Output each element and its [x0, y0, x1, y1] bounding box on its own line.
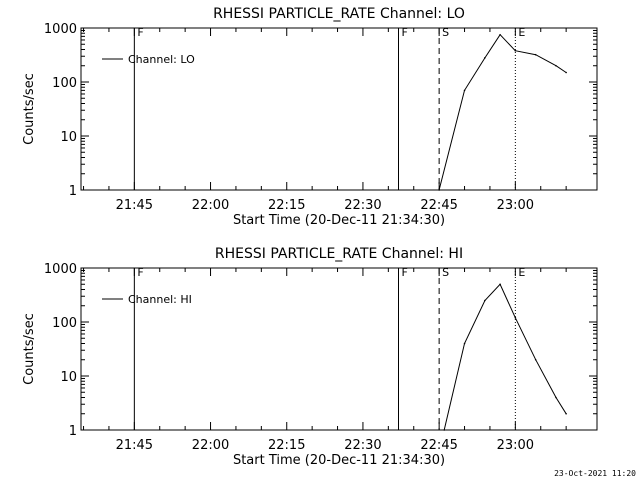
legend-label: Channel: LO	[128, 53, 195, 66]
data-point	[514, 49, 517, 52]
x-tick-label: 23:00	[497, 438, 534, 453]
y-tick-label: 1	[69, 184, 77, 199]
x-tick-label: 22:00	[192, 198, 229, 213]
data-point	[565, 71, 567, 74]
data-point	[555, 396, 557, 399]
y-tick-label: 1	[69, 424, 77, 439]
data-point	[499, 33, 501, 36]
x-tick-label: 22:00	[192, 438, 229, 453]
x-tick-label: 21:45	[116, 438, 153, 453]
y-tick-label: 100	[52, 316, 77, 331]
x-tick-label: 23:00	[497, 198, 534, 213]
data-point	[443, 429, 446, 431]
event-marker-label: E	[518, 266, 525, 279]
data-point	[463, 89, 466, 92]
data-point	[565, 412, 567, 415]
plot-frame	[80, 267, 598, 431]
data-point	[484, 299, 486, 302]
data-point	[484, 57, 486, 59]
y-tick-label: 100	[52, 76, 77, 91]
data-point	[438, 189, 440, 191]
chart-title: RHESSI PARTICLE_RATE Channel: HI	[215, 246, 463, 262]
x-tick-label: 22:30	[344, 198, 381, 213]
chart-title: RHESSI PARTICLE_RATE Channel: LO	[213, 6, 465, 22]
event-marker-label: F	[137, 26, 143, 39]
y-tick-label: 1000	[44, 22, 77, 37]
x-tick-label: 22:45	[420, 198, 457, 213]
event-marker-label: E	[518, 26, 525, 39]
data-point	[555, 64, 557, 67]
event-marker-label: F	[402, 266, 408, 279]
x-axis-label: Start Time (20-Dec-11 21:34:30)	[233, 213, 445, 228]
y-axis-label: Counts/sec	[22, 73, 37, 145]
x-tick-label: 21:45	[116, 198, 153, 213]
data-point	[463, 342, 466, 345]
event-marker-label: F	[402, 26, 408, 39]
x-tick-label: 22:15	[268, 198, 305, 213]
data-point	[534, 358, 537, 361]
data-point	[499, 283, 501, 286]
y-axis-label: Counts/sec	[22, 313, 37, 385]
x-tick-label: 22:30	[344, 438, 381, 453]
legend-label: Channel: HI	[128, 293, 192, 306]
plot-frame	[80, 27, 598, 191]
x-tick-label: 22:45	[420, 438, 457, 453]
event-marker-label: S	[442, 266, 449, 279]
x-axis-label: Start Time (20-Dec-11 21:34:30)	[233, 453, 445, 468]
x-tick-label: 22:15	[268, 438, 305, 453]
data-point	[514, 316, 517, 319]
series-line	[443, 283, 567, 431]
y-tick-label: 10	[60, 370, 77, 385]
event-marker-label: F	[137, 266, 143, 279]
footer-timestamp: 23-Oct-2021 11:20	[554, 469, 636, 478]
event-marker-label: S	[442, 26, 449, 39]
y-tick-label: 1000	[44, 262, 77, 277]
data-point	[534, 53, 537, 56]
series-line	[438, 33, 567, 191]
y-tick-label: 10	[60, 130, 77, 145]
